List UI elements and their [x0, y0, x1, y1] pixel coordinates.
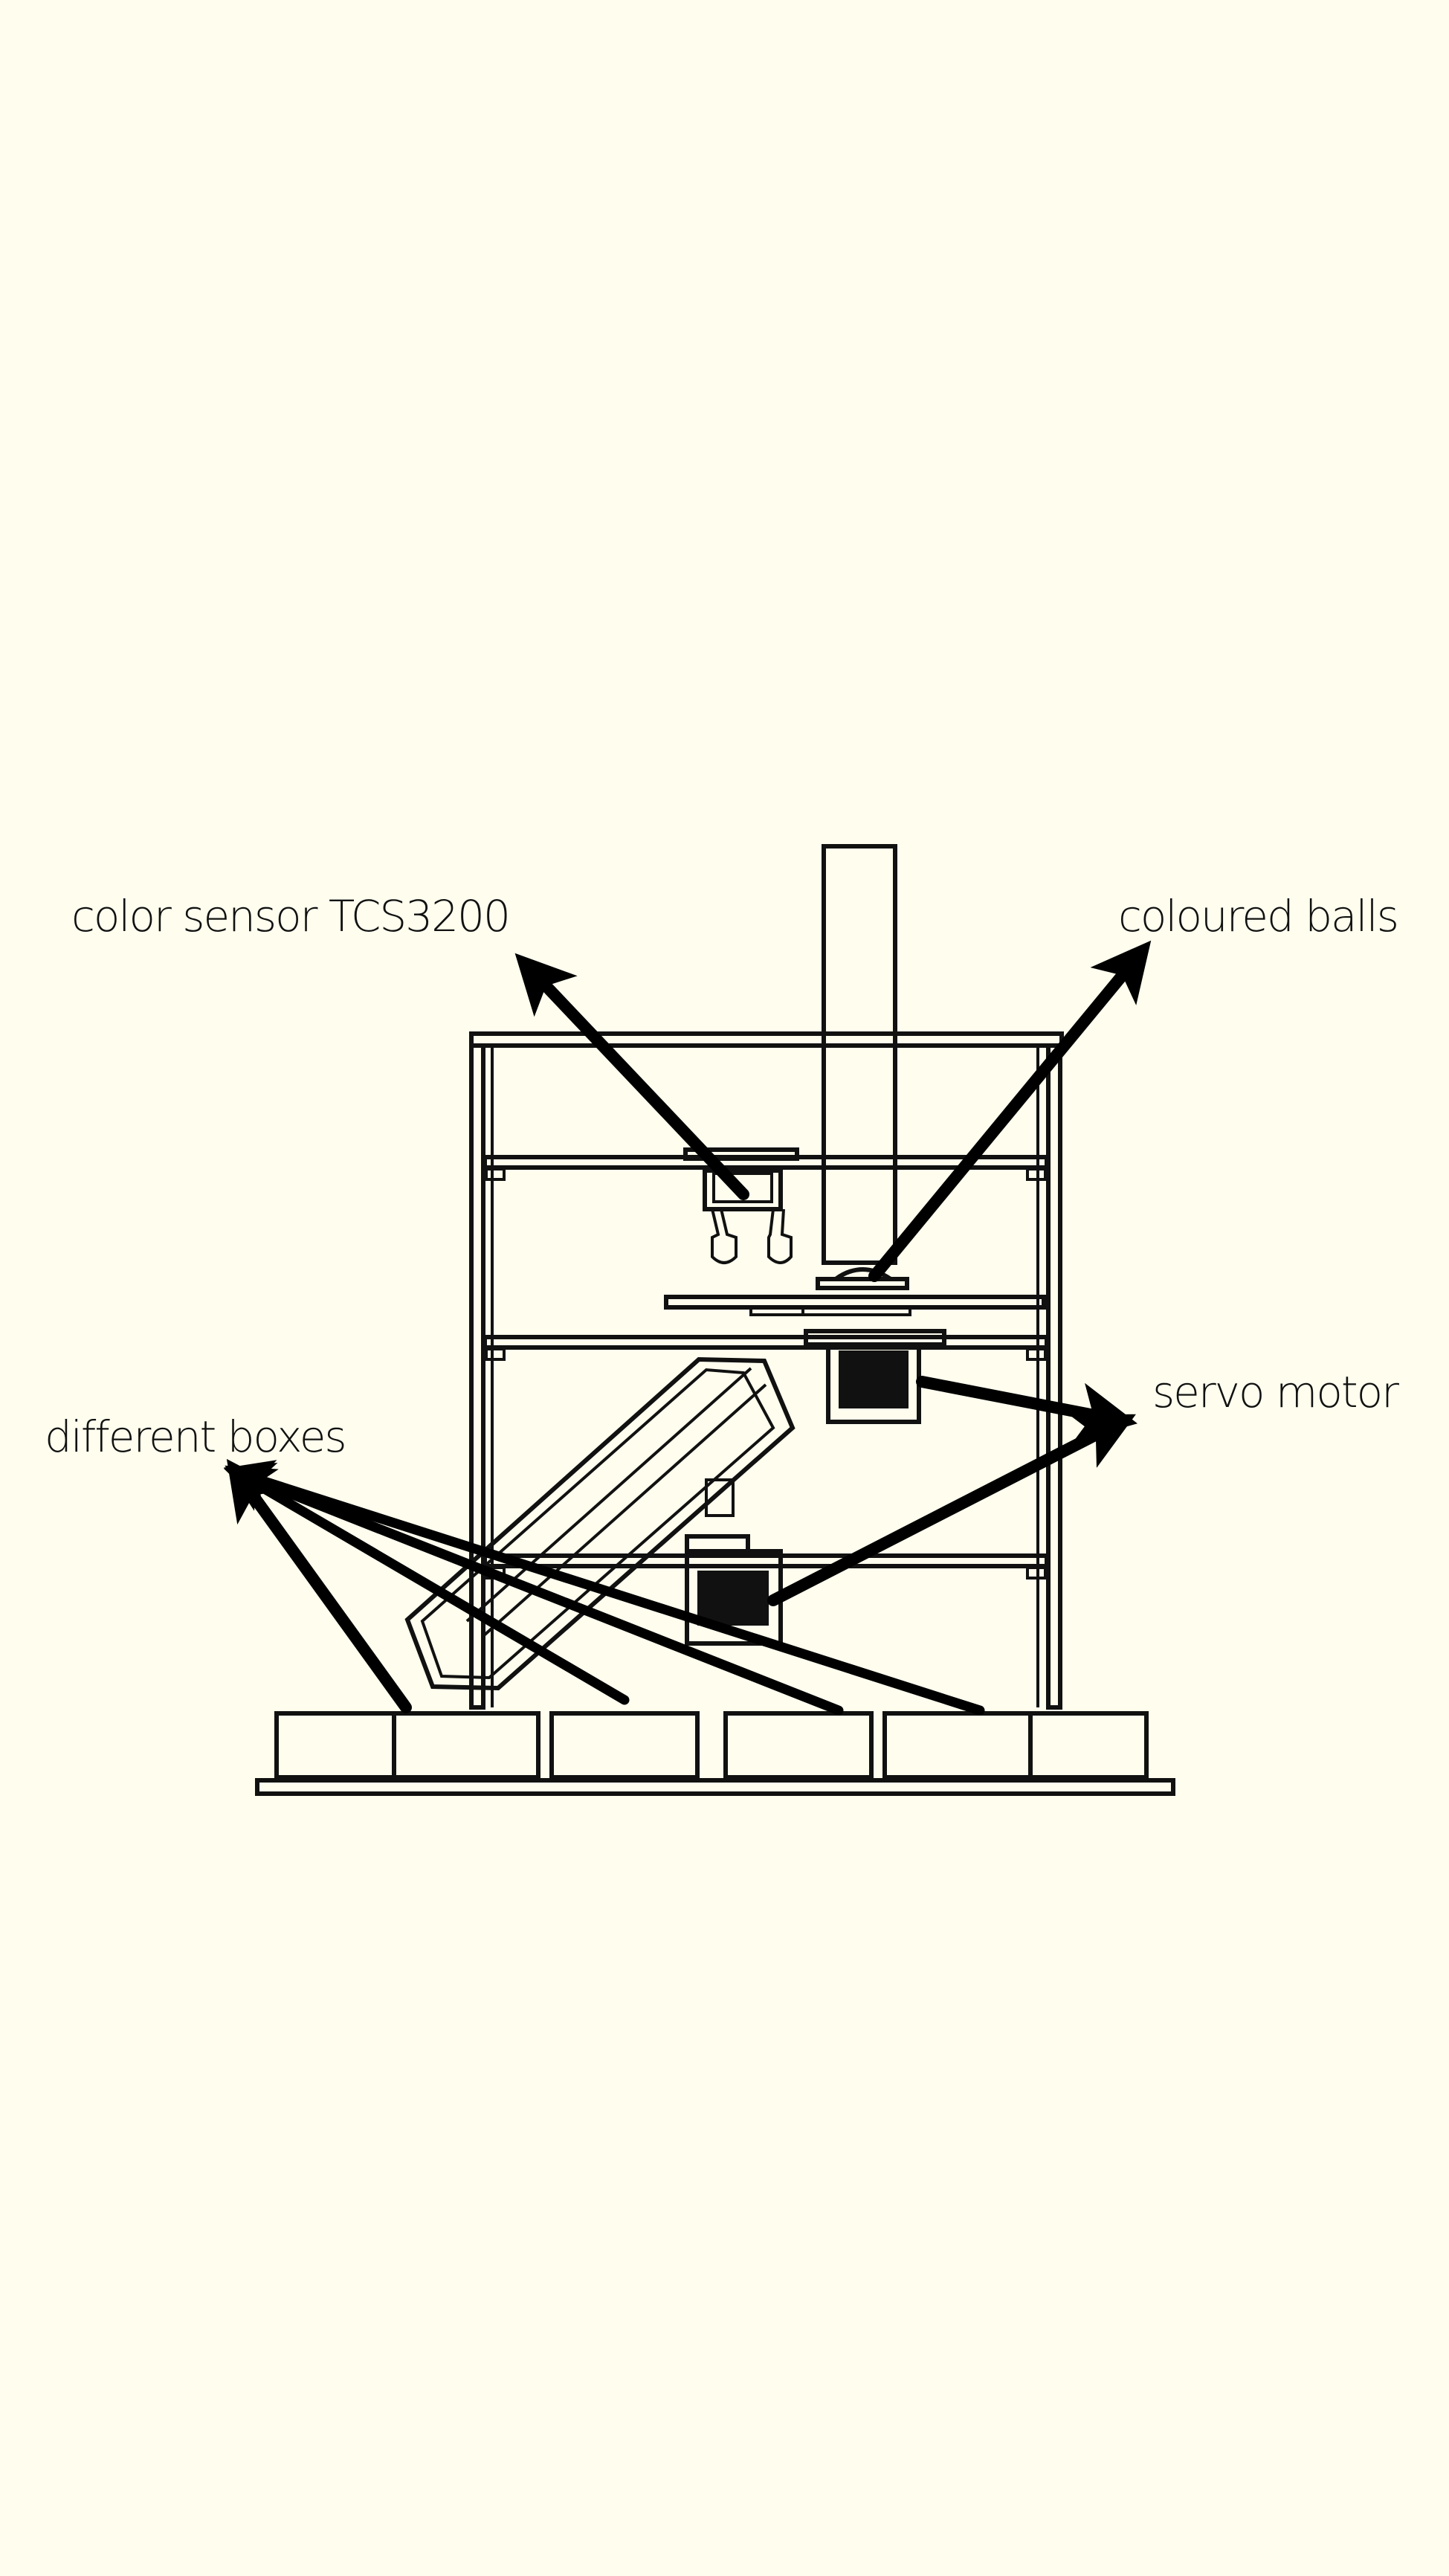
ball-disk-assembly — [664, 1267, 1046, 1316]
box-4 — [723, 1711, 874, 1780]
arrow-servo-lower — [767, 1414, 1136, 1606]
arrow-box-1 — [226, 1458, 412, 1713]
shelf-lower — [483, 1553, 1049, 1568]
shelf-middle-bracket-left — [485, 1347, 506, 1361]
lower-servo-motor — [685, 1534, 783, 1646]
shelf-upper-bracket-right — [1026, 1168, 1047, 1181]
label-coloured-balls: coloured balls — [1118, 891, 1398, 941]
chute-mid-line-2 — [482, 1383, 767, 1638]
callout-arrows — [223, 940, 1152, 1716]
chute-outer — [404, 1356, 796, 1691]
sensor-led-right — [767, 1208, 793, 1264]
box-row — [255, 1711, 1175, 1796]
box-6 — [1028, 1711, 1149, 1780]
arrow-box-2 — [225, 1465, 630, 1705]
sensor-body — [703, 1168, 783, 1211]
sensor-mount — [683, 1147, 799, 1161]
base-plate — [255, 1778, 1175, 1796]
sorting-chute — [404, 1356, 796, 1691]
sensor-led-left — [711, 1208, 738, 1264]
label-color-sensor: color sensor TCS3200 — [71, 891, 509, 941]
upper-servo-motor — [804, 1329, 946, 1424]
arrow-box-3 — [224, 1462, 844, 1716]
sensor-board — [712, 1172, 773, 1203]
color-sensor-assembly — [683, 1147, 799, 1264]
box-2 — [392, 1711, 540, 1780]
box-5 — [882, 1711, 1033, 1780]
shelf-upper-bracket-left — [485, 1168, 506, 1181]
shelf-middle-bracket-right — [1026, 1347, 1047, 1361]
box-1 — [274, 1711, 396, 1780]
shelf-middle — [483, 1335, 1049, 1350]
arrow-servo-upper — [916, 1376, 1137, 1442]
label-servo-motor: servo motor — [1152, 1367, 1399, 1417]
arrow-coloured-balls — [868, 940, 1152, 1282]
ball-feed-tube — [822, 844, 897, 1265]
upper-servo-core — [839, 1350, 909, 1408]
lower-servo-core — [697, 1571, 769, 1626]
arrow-box-4 — [223, 1460, 985, 1716]
rotating-disk — [664, 1295, 1046, 1310]
chute-mount — [705, 1478, 735, 1517]
right-post — [1046, 1043, 1062, 1710]
disk-hub — [816, 1277, 909, 1290]
box-3 — [549, 1711, 700, 1780]
left-post — [469, 1043, 485, 1710]
disk-spacer — [749, 1306, 911, 1316]
shelf-lower-bracket-right — [1026, 1566, 1047, 1580]
top-plate — [469, 1031, 1064, 1048]
label-different-boxes: different boxes — [45, 1411, 346, 1462]
arrow-color-sensor — [514, 953, 749, 1200]
chute-inner — [420, 1368, 775, 1680]
